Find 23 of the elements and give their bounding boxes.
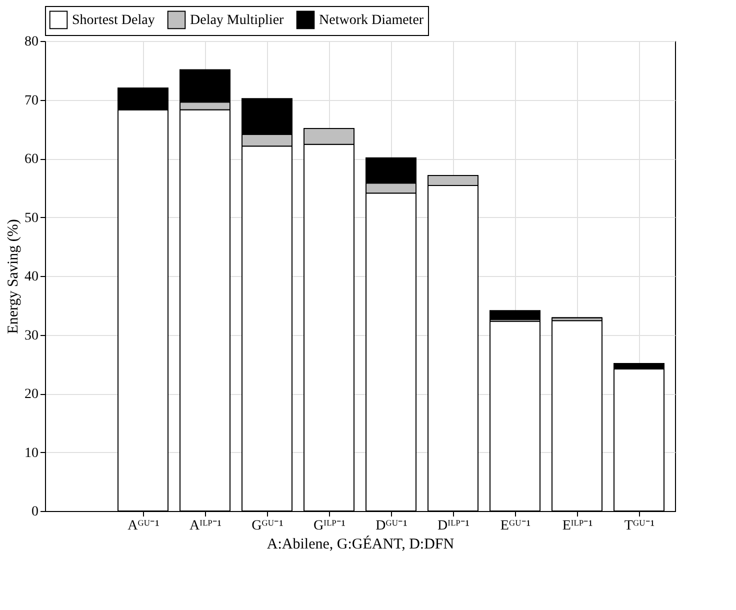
- x-tick-label: Dᴳᵁ⁻¹: [376, 518, 408, 534]
- x-tick-label: Gᴵᴸᴾ⁻¹: [314, 518, 346, 534]
- x-tick-label: Aᴳᵁ⁻¹: [128, 518, 160, 534]
- x-tick-label: Gᴳᵁ⁻¹: [252, 518, 284, 534]
- y-tick-label: 40: [24, 270, 38, 284]
- y-axis-title: Energy Saving (%): [6, 219, 22, 334]
- legend-label: Delay Multiplier: [190, 12, 284, 28]
- y-tick-label: 50: [24, 210, 38, 226]
- x-axis-title: A:Abilene, G:GÉANT, D:DFN: [266, 536, 454, 552]
- x-tick-label: Eᴳᵁ⁻¹: [500, 518, 531, 534]
- x-tick-label: Eᴵᴸᴾ⁻¹: [562, 518, 593, 534]
- y-tick-label: 10: [24, 446, 38, 461]
- y-tick-label: 70: [24, 93, 38, 108]
- y-tick-label: 30: [24, 328, 38, 344]
- x-tick-label: Dᴵᴸᴾ⁻¹: [438, 518, 470, 534]
- x-tick-label: Tᴳᵁ⁻¹: [624, 518, 655, 534]
- legend-label: Shortest Delay: [72, 12, 155, 28]
- y-tick-label: 20: [24, 387, 38, 402]
- legend-label: Network Diameter: [319, 12, 424, 28]
- y-tick-label: 80: [24, 34, 38, 50]
- y-tick-label: 60: [24, 152, 38, 167]
- x-tick-label: Aᴵᴸᴾ⁻¹: [190, 518, 222, 534]
- y-tick-label: 0: [32, 504, 38, 520]
